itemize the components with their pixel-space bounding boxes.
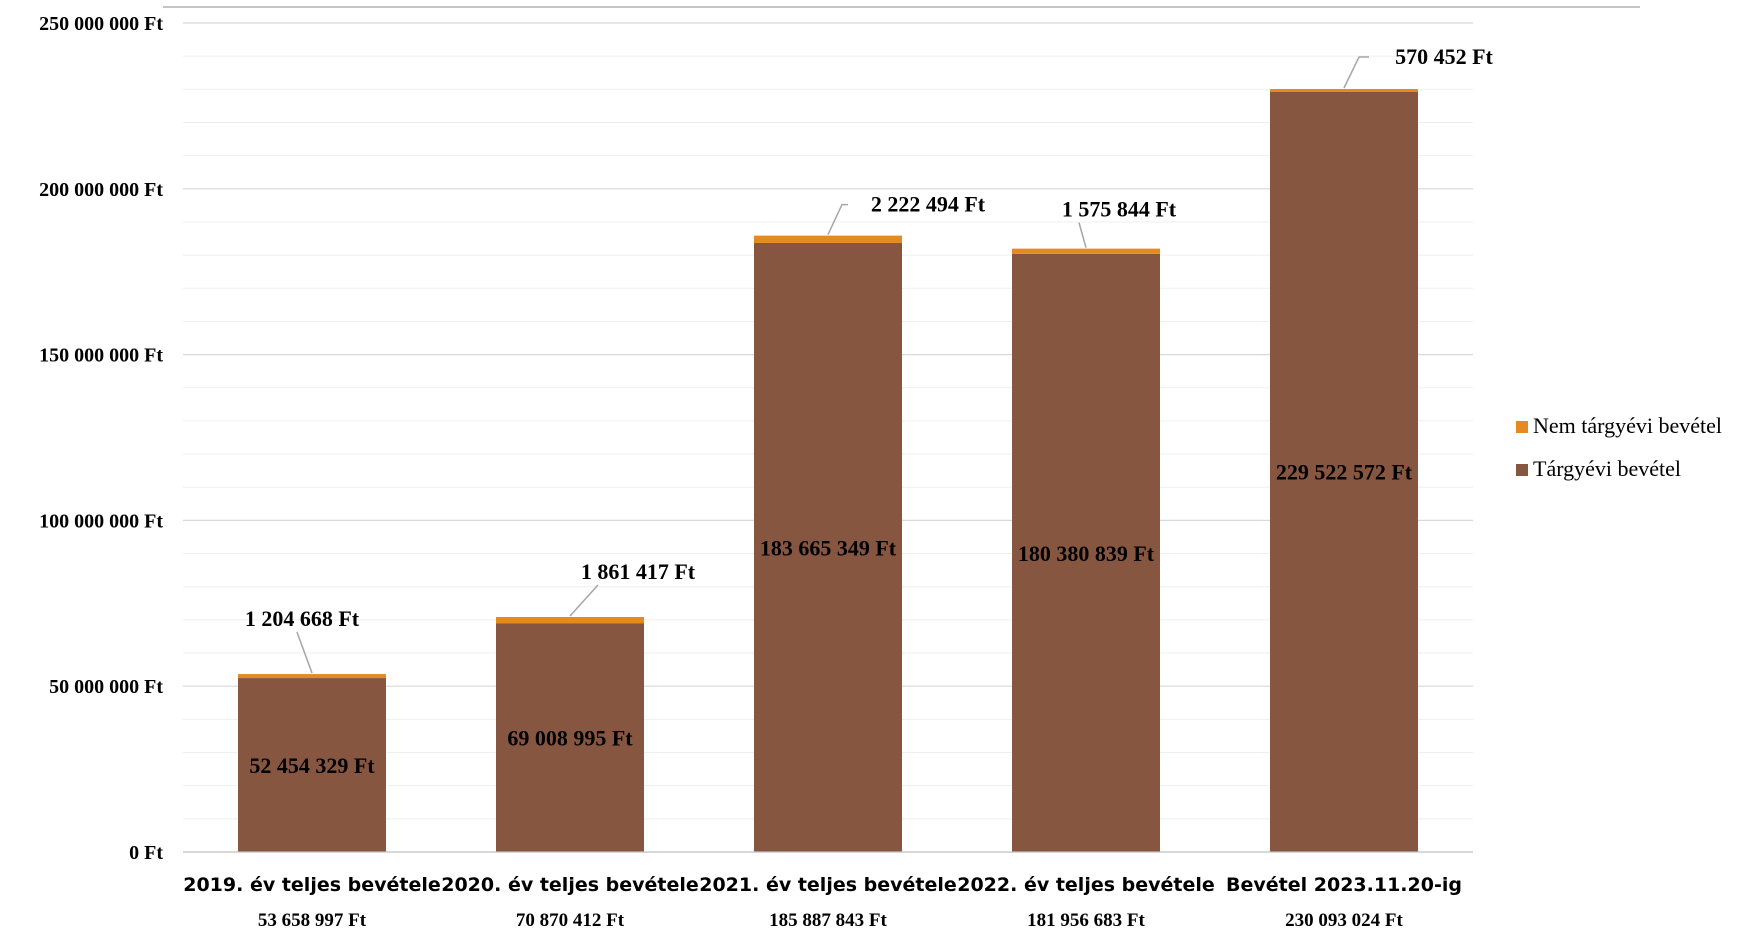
x-total-label: 53 658 997 Ft [258, 910, 367, 931]
bar-targyevi [754, 242, 902, 852]
x-category-label: 2019. év teljes bevétele [183, 874, 441, 896]
leader-line [569, 584, 599, 617]
x-category-label: 2022. év teljes bevétele [957, 874, 1215, 896]
y-tick-label: 200 000 000 Ft [39, 179, 163, 201]
leader-line [1078, 222, 1087, 248]
data-label-targyevi: 52 454 329 Ft [249, 753, 375, 778]
data-label-nem-targyevi: 1 204 668 Ft [245, 606, 360, 631]
data-label-targyevi: 229 522 572 Ft [1276, 459, 1413, 484]
x-category-label: Bevétel 2023.11.20-ig [1226, 874, 1462, 896]
bar-targyevi [1012, 253, 1160, 853]
bar-targyevi [1270, 90, 1418, 853]
x-total-label: 185 887 843 Ft [769, 910, 887, 931]
bar-nem-targyevi [754, 235, 902, 243]
bar-nem-targyevi [1270, 89, 1418, 93]
y-tick-label: 0 Ft [129, 842, 163, 864]
legend-label: Nem tárgyévi bevétel [1533, 413, 1722, 438]
y-tick-label: 150 000 000 Ft [39, 345, 163, 367]
bar-targyevi [238, 678, 386, 852]
leader-line [296, 631, 313, 674]
bar-nem-targyevi [238, 674, 386, 679]
bar-nem-targyevi [496, 616, 644, 624]
legend: Nem tárgyévi bevétel Tárgyévi bevétel [1516, 413, 1722, 481]
y-tick-label: 250 000 000 Ft [39, 13, 163, 35]
data-label-targyevi: 69 008 995 Ft [507, 726, 633, 751]
data-label-targyevi: 180 380 839 Ft [1018, 541, 1155, 566]
y-tick-label: 100 000 000 Ft [39, 510, 163, 532]
x-total-label: 181 956 683 Ft [1027, 910, 1145, 931]
x-axis: 2019. év teljes bevétele 53 658 997 Ft 202… [183, 851, 1473, 931]
x-total-label: 230 093 024 Ft [1285, 910, 1403, 931]
bars [238, 89, 1418, 853]
data-label-nem-targyevi: 1 861 417 Ft [581, 559, 696, 584]
data-label-nem-targyevi: 570 452 Ft [1395, 44, 1493, 69]
x-total-label: 70 870 412 Ft [516, 910, 625, 931]
bar-targyevi [496, 623, 644, 852]
data-labels: 52 454 329 Ft 1 204 668 Ft 69 008 995 Ft 1 … [245, 44, 1494, 778]
y-axis: 0 Ft 50 000 000 Ft 100 000 000 Ft 150 000 0… [39, 13, 163, 864]
bar-nem-targyevi [1012, 248, 1160, 254]
leader-line [827, 203, 848, 235]
legend-swatch [1516, 464, 1528, 476]
leader-line [1343, 56, 1369, 89]
data-label-targyevi: 183 665 349 Ft [760, 535, 897, 560]
data-label-nem-targyevi: 1 575 844 Ft [1062, 197, 1177, 222]
data-label-nem-targyevi: 2 222 494 Ft [871, 192, 986, 217]
y-tick-label: 50 000 000 Ft [49, 676, 163, 698]
x-category-label: 2020. év teljes bevétele [441, 874, 699, 896]
x-category-label: 2021. év teljes bevétele [699, 874, 957, 896]
legend-swatch [1516, 421, 1528, 433]
legend-label: Tárgyévi bevétel [1533, 456, 1681, 481]
